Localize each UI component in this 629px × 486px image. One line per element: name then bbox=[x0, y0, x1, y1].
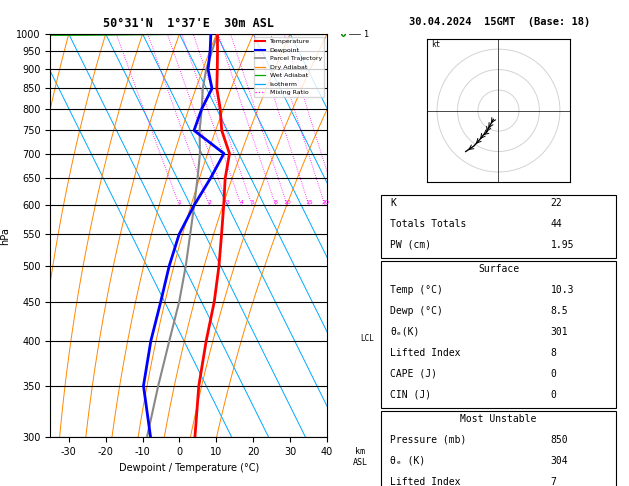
Y-axis label: hPa: hPa bbox=[1, 227, 11, 244]
Text: Lifted Index: Lifted Index bbox=[390, 477, 460, 486]
Text: 304: 304 bbox=[550, 455, 568, 466]
Text: 8: 8 bbox=[274, 200, 277, 205]
Text: 10.3: 10.3 bbox=[550, 285, 574, 295]
Text: 301: 301 bbox=[550, 327, 568, 337]
Text: km: km bbox=[355, 448, 365, 456]
Text: 1: 1 bbox=[177, 200, 181, 205]
Text: K: K bbox=[390, 198, 396, 208]
Text: Surface: Surface bbox=[478, 264, 519, 274]
Text: LCL: LCL bbox=[360, 334, 374, 343]
Text: 7: 7 bbox=[550, 477, 556, 486]
Legend: Temperature, Dewpoint, Parcel Trajectory, Dry Adiabat, Wet Adiabat, Isotherm, Mi: Temperature, Dewpoint, Parcel Trajectory… bbox=[253, 37, 324, 97]
Text: θₑ (K): θₑ (K) bbox=[390, 455, 425, 466]
Text: 3: 3 bbox=[226, 200, 230, 205]
Text: Dewp (°C): Dewp (°C) bbox=[390, 306, 443, 316]
Text: 50°31'N  1°37'E  30m ASL: 50°31'N 1°37'E 30m ASL bbox=[103, 17, 274, 30]
Text: CAPE (J): CAPE (J) bbox=[390, 369, 437, 379]
Text: 20: 20 bbox=[321, 200, 329, 205]
Text: 4: 4 bbox=[239, 200, 243, 205]
Text: 8.5: 8.5 bbox=[550, 306, 568, 316]
Text: 8: 8 bbox=[550, 347, 556, 358]
Text: ASL: ASL bbox=[353, 458, 367, 467]
Text: 850: 850 bbox=[550, 434, 568, 445]
Text: 5: 5 bbox=[250, 200, 254, 205]
Text: 1: 1 bbox=[364, 30, 369, 38]
Text: 0: 0 bbox=[550, 390, 556, 399]
Text: kt: kt bbox=[431, 40, 440, 49]
Text: 30.04.2024  15GMT  (Base: 18): 30.04.2024 15GMT (Base: 18) bbox=[409, 17, 591, 27]
Text: 2: 2 bbox=[207, 200, 211, 205]
Text: 10: 10 bbox=[284, 200, 291, 205]
Bar bbox=[381, 195, 616, 258]
Text: 15: 15 bbox=[305, 200, 313, 205]
Text: Lifted Index: Lifted Index bbox=[390, 347, 460, 358]
Text: CIN (J): CIN (J) bbox=[390, 390, 431, 399]
Bar bbox=[381, 411, 616, 486]
Text: Pressure (mb): Pressure (mb) bbox=[390, 434, 466, 445]
Text: 0: 0 bbox=[550, 369, 556, 379]
Text: Temp (°C): Temp (°C) bbox=[390, 285, 443, 295]
Text: Most Unstable: Most Unstable bbox=[460, 414, 537, 424]
Text: θₑ(K): θₑ(K) bbox=[390, 327, 420, 337]
Text: 22: 22 bbox=[550, 198, 562, 208]
Text: Totals Totals: Totals Totals bbox=[390, 219, 466, 229]
Text: PW (cm): PW (cm) bbox=[390, 240, 431, 250]
X-axis label: Dewpoint / Temperature (°C): Dewpoint / Temperature (°C) bbox=[119, 463, 259, 473]
Text: 44: 44 bbox=[550, 219, 562, 229]
Text: 1.95: 1.95 bbox=[550, 240, 574, 250]
Bar bbox=[381, 261, 616, 408]
